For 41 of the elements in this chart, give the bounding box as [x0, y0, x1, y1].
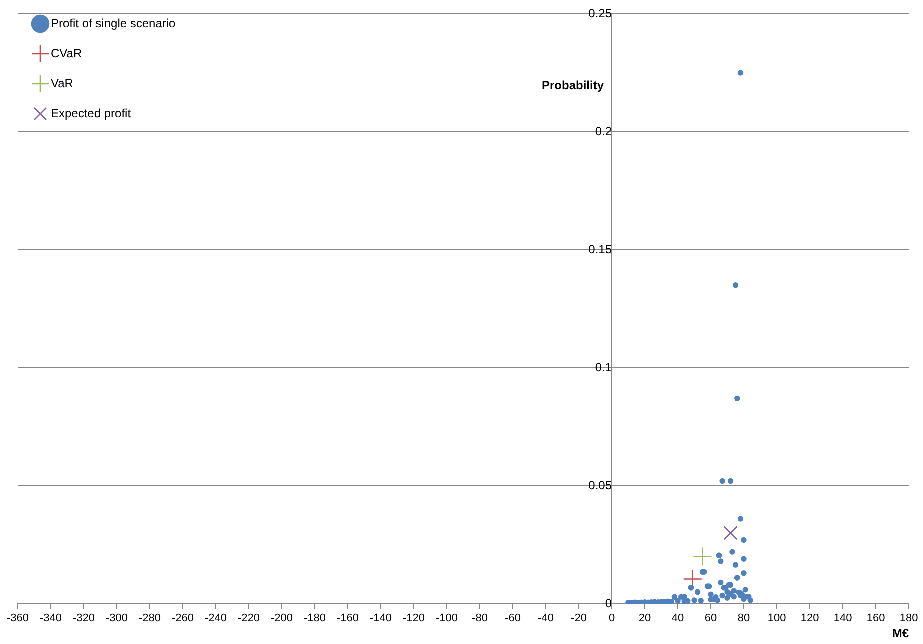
x-tick-label: -60 — [505, 612, 521, 625]
point — [693, 547, 712, 566]
y-axis-title: Probability — [542, 78, 604, 92]
x-tick-label: -280 — [138, 612, 162, 625]
x-tick-label: -160 — [336, 612, 360, 625]
x-tick-label: 80 — [738, 612, 750, 625]
x-tick-label: 100 — [768, 612, 786, 625]
x-tick-label: -260 — [172, 612, 194, 625]
x-tick-label: -200 — [270, 612, 294, 625]
x-tick-label: -40 — [538, 612, 554, 625]
x-tick-label: -360 — [6, 612, 30, 625]
y-tick-label: 0.25 — [588, 6, 612, 20]
y-tick-label: 0.15 — [588, 242, 612, 256]
x-tick-label: 20 — [638, 612, 652, 625]
x-tick-label: -80 — [472, 612, 488, 625]
x-tick-label: 40 — [672, 612, 684, 625]
y-tick-label: 0.2 — [595, 124, 612, 138]
x-tick-label: -220 — [238, 612, 260, 625]
legend-label: Profit of single scenario — [51, 16, 176, 30]
x-tick-label: -180 — [304, 612, 326, 625]
x-tick-label: -320 — [72, 612, 96, 625]
x-tick-label: -340 — [40, 612, 62, 625]
x-tick-label: 60 — [704, 612, 718, 625]
x-axis-title: M€ — [892, 626, 910, 640]
legend-label: VaR — [51, 76, 74, 90]
x-tick-label: -20 — [571, 612, 587, 625]
x-tick-label: -120 — [402, 612, 426, 625]
x-tick-label: -100 — [436, 612, 458, 625]
x-tick-label: 160 — [866, 612, 886, 625]
x-tick-label: -240 — [204, 612, 228, 625]
y-tick-label: 0.1 — [595, 360, 612, 374]
legend-label: CVaR — [51, 46, 82, 60]
y-tick-label: 0.05 — [588, 478, 612, 492]
x-tick-label: 180 — [900, 612, 918, 625]
y-tick-label: 0 — [605, 596, 612, 610]
x-tick-label: -300 — [106, 612, 128, 625]
x-tick-label: 140 — [834, 612, 852, 625]
legend-label: Expected profit — [51, 106, 132, 120]
point — [724, 526, 738, 540]
x-tick-label: -140 — [370, 612, 392, 625]
x-tick-label: 120 — [800, 612, 820, 625]
